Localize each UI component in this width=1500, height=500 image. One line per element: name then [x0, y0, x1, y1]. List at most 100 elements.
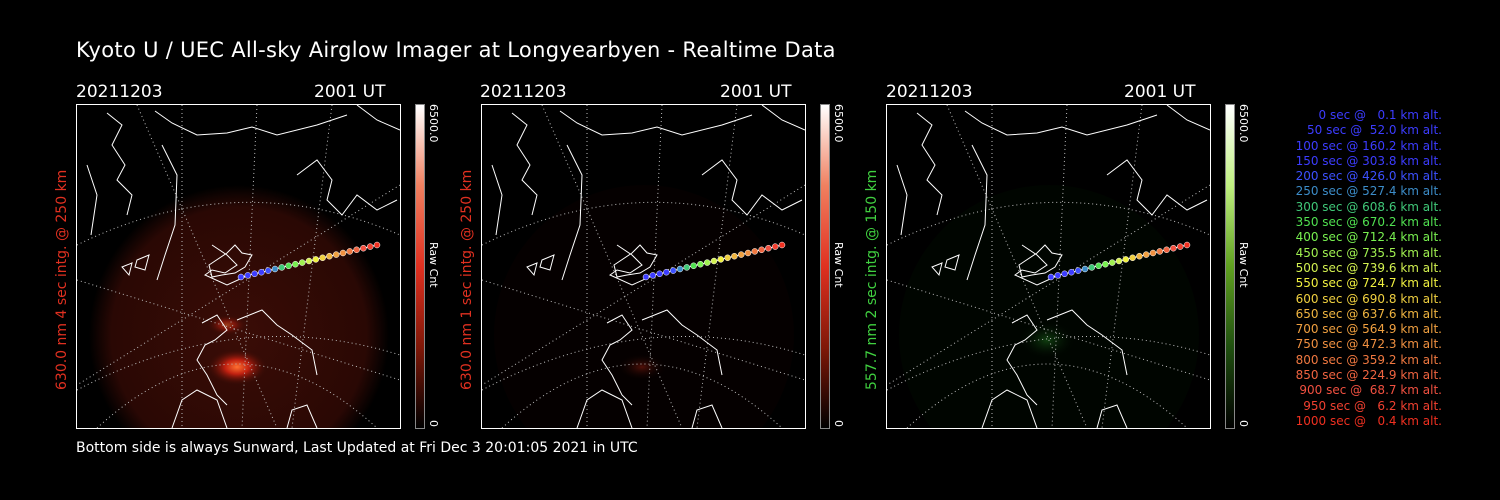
legend-entry: 450 sec @ 735.5 km alt. — [1295, 245, 1442, 260]
legend-entry: 850 sec @ 224.9 km alt. — [1295, 368, 1442, 383]
track-point — [642, 273, 650, 281]
coastline-segment — [171, 389, 228, 428]
track-point — [298, 259, 306, 266]
coastline-segment — [981, 389, 1038, 428]
legend-entry: 600 sec @ 690.8 km alt. — [1295, 291, 1442, 306]
grid-line — [77, 279, 400, 381]
track-point — [1047, 273, 1055, 281]
coastline — [491, 105, 805, 428]
aurora-spot — [616, 353, 668, 381]
grid-line — [501, 363, 783, 428]
aurora-spot — [1017, 320, 1077, 360]
airglow-disk — [494, 185, 794, 428]
panel-1-colorbar-max: 6500.0 — [427, 104, 440, 143]
grid-lines — [887, 105, 1210, 428]
coastline-segment — [196, 314, 228, 406]
grid-line — [77, 184, 400, 386]
legend-entry: 550 sec @ 724.7 km alt. — [1295, 276, 1442, 291]
coastline-segment — [106, 112, 133, 216]
legend-entry: 50 sec @ 52.0 km alt. — [1307, 123, 1442, 138]
panel-3-image — [886, 104, 1211, 429]
legend-entry: 1000 sec @ 0.4 km alt. — [1295, 413, 1442, 428]
track-point — [237, 273, 245, 281]
track-point — [724, 254, 731, 262]
legend-entry: 300 sec @ 608.6 km alt. — [1295, 199, 1442, 214]
coastline-segment — [1014, 244, 1060, 286]
track-point — [690, 262, 697, 270]
legend-entry: 100 sec @ 160.2 km alt. — [1295, 138, 1442, 153]
grid-line — [541, 105, 683, 428]
track-point — [1156, 248, 1164, 255]
track-point — [758, 246, 765, 254]
track-point — [271, 265, 279, 273]
legend-entry: 900 sec @ 68.7 km alt. — [1299, 383, 1442, 398]
track-point — [1170, 244, 1177, 252]
track-point — [366, 243, 374, 250]
panel-2-colorbar-unit: Raw Cnt — [832, 242, 845, 288]
airglow-disk — [899, 185, 1199, 428]
track-point — [312, 256, 320, 263]
panel-3-map — [887, 105, 1210, 428]
track-point — [244, 272, 252, 279]
coastline-segment — [966, 144, 988, 281]
panel-3-colorbar-max: 6500.0 — [1237, 104, 1250, 143]
coastline-segment — [156, 144, 178, 281]
panel-1-image — [76, 104, 401, 429]
trajectory-track — [642, 241, 786, 281]
track-point — [360, 244, 367, 252]
coastline-segment — [356, 105, 400, 131]
track-point — [332, 251, 340, 258]
panel-2-colorbar-max: 6500.0 — [832, 104, 845, 143]
coastline-segment — [761, 105, 805, 131]
track-point — [1061, 270, 1068, 278]
airglow-disk — [89, 185, 389, 428]
coastline-segment — [491, 164, 503, 236]
legend-entry: 950 sec @ 6.2 km alt. — [1303, 398, 1442, 413]
grid-line — [482, 201, 805, 246]
grid-line — [96, 363, 378, 428]
trajectory-track — [237, 241, 381, 281]
panel-3-time: 2001 UT — [1124, 82, 1196, 102]
track-point — [1183, 241, 1191, 249]
track-point — [731, 252, 738, 260]
track-point — [663, 268, 670, 276]
legend-entry: 400 sec @ 712.4 km alt. — [1295, 230, 1442, 245]
coastline-segment — [561, 144, 583, 281]
legend-entry: 750 sec @ 472.3 km alt. — [1295, 337, 1442, 352]
track-point — [346, 248, 354, 255]
track-point — [1136, 252, 1143, 260]
track-point — [697, 260, 704, 268]
aurora-spot — [207, 349, 267, 385]
island-shape — [1018, 244, 1063, 278]
grid-line — [482, 184, 805, 386]
track-point — [373, 241, 381, 249]
track-point — [339, 249, 347, 257]
track-point — [1095, 262, 1102, 270]
coastline-segment — [539, 254, 555, 271]
panel-2-image — [481, 104, 806, 429]
coastline-segment — [526, 262, 538, 277]
coastline-segment — [916, 112, 943, 216]
legend-entry: 0 sec @ 0.1 km alt. — [1318, 108, 1443, 122]
coastline-segment — [559, 110, 753, 136]
track-point — [683, 264, 691, 271]
track-point — [1074, 267, 1082, 274]
grid-lines — [77, 105, 400, 428]
track-point — [251, 270, 258, 278]
panel-3-side-label: 557.7 nm 2 sec intg. @ 150 km — [864, 169, 880, 390]
coastline-segment — [931, 262, 943, 277]
track-point — [744, 249, 752, 257]
track-point — [326, 252, 333, 260]
panel-1-side-label: 630.0 nm 4 sec intg. @ 250 km — [54, 169, 70, 390]
track-point — [1163, 246, 1170, 254]
track-point — [1149, 249, 1157, 257]
panel-1-date: 20211203 — [76, 82, 163, 102]
panel-1-colorbar-unit: Raw Cnt — [427, 242, 440, 288]
coastline-segment — [944, 254, 960, 271]
coastline-segment — [641, 309, 723, 376]
island-shape — [613, 244, 658, 278]
panel-3-colorbar-min: 0 — [1237, 420, 1250, 427]
trajectory-legend: 0 sec @ 0.1 km alt. 50 sec @ 52.0 km alt.… — [1256, 108, 1442, 429]
track-point — [264, 267, 272, 274]
legend-entry: 250 sec @ 527.4 km alt. — [1295, 184, 1442, 199]
